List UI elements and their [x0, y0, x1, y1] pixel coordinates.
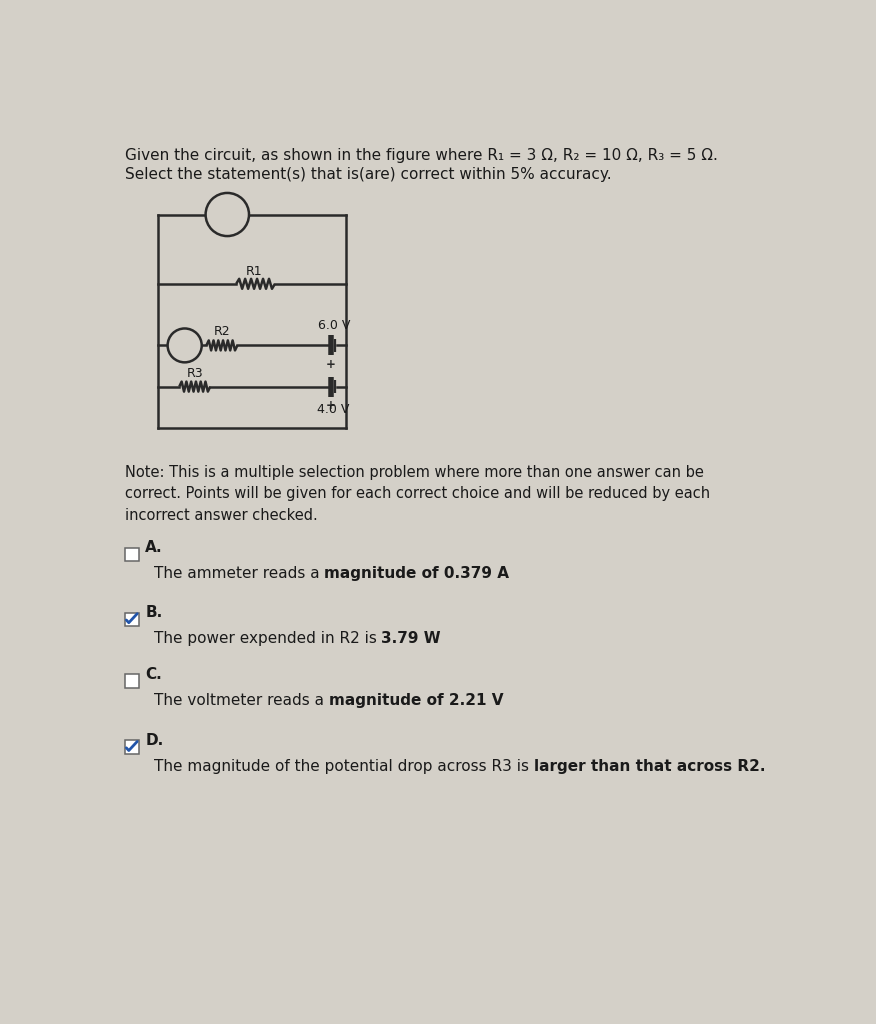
Text: magnitude of 0.379 A: magnitude of 0.379 A: [324, 566, 509, 582]
Text: +: +: [326, 399, 336, 412]
Text: The magnitude of the potential drop across R3 is: The magnitude of the potential drop acro…: [153, 759, 533, 774]
Text: 6.0 V: 6.0 V: [318, 319, 350, 333]
Text: R3: R3: [187, 367, 203, 380]
Text: A: A: [180, 339, 189, 352]
Text: Given the circuit, as shown in the figure where R₁ = 3 Ω, R₂ = 10 Ω, R₃ = 5 Ω.: Given the circuit, as shown in the figur…: [125, 147, 717, 163]
Text: 3.79 W: 3.79 W: [381, 631, 441, 646]
Text: A.: A.: [145, 541, 163, 555]
Text: D.: D.: [145, 733, 164, 748]
Text: The voltmeter reads a: The voltmeter reads a: [153, 692, 328, 708]
Text: R1: R1: [246, 264, 262, 278]
Text: The ammeter reads a: The ammeter reads a: [153, 566, 324, 582]
Text: V: V: [223, 208, 232, 221]
Text: Select the statement(s) that is(are) correct within 5% accuracy.: Select the statement(s) that is(are) cor…: [125, 167, 611, 182]
FancyBboxPatch shape: [125, 612, 138, 626]
Text: The power expended in R2 is: The power expended in R2 is: [153, 631, 381, 646]
FancyBboxPatch shape: [125, 548, 138, 561]
Circle shape: [167, 329, 201, 362]
FancyBboxPatch shape: [125, 674, 138, 688]
Text: B.: B.: [145, 605, 162, 621]
Circle shape: [206, 193, 249, 237]
Text: +: +: [326, 357, 336, 371]
Text: C.: C.: [145, 667, 162, 682]
Text: magnitude of 2.21 V: magnitude of 2.21 V: [328, 692, 503, 708]
Text: Note: This is a multiple selection problem where more than one answer can be
cor: Note: This is a multiple selection probl…: [125, 465, 710, 523]
Text: R2: R2: [214, 326, 230, 339]
Text: larger than that across R2.: larger than that across R2.: [533, 759, 765, 774]
Text: 4.0 V: 4.0 V: [316, 402, 349, 416]
FancyBboxPatch shape: [125, 740, 138, 754]
